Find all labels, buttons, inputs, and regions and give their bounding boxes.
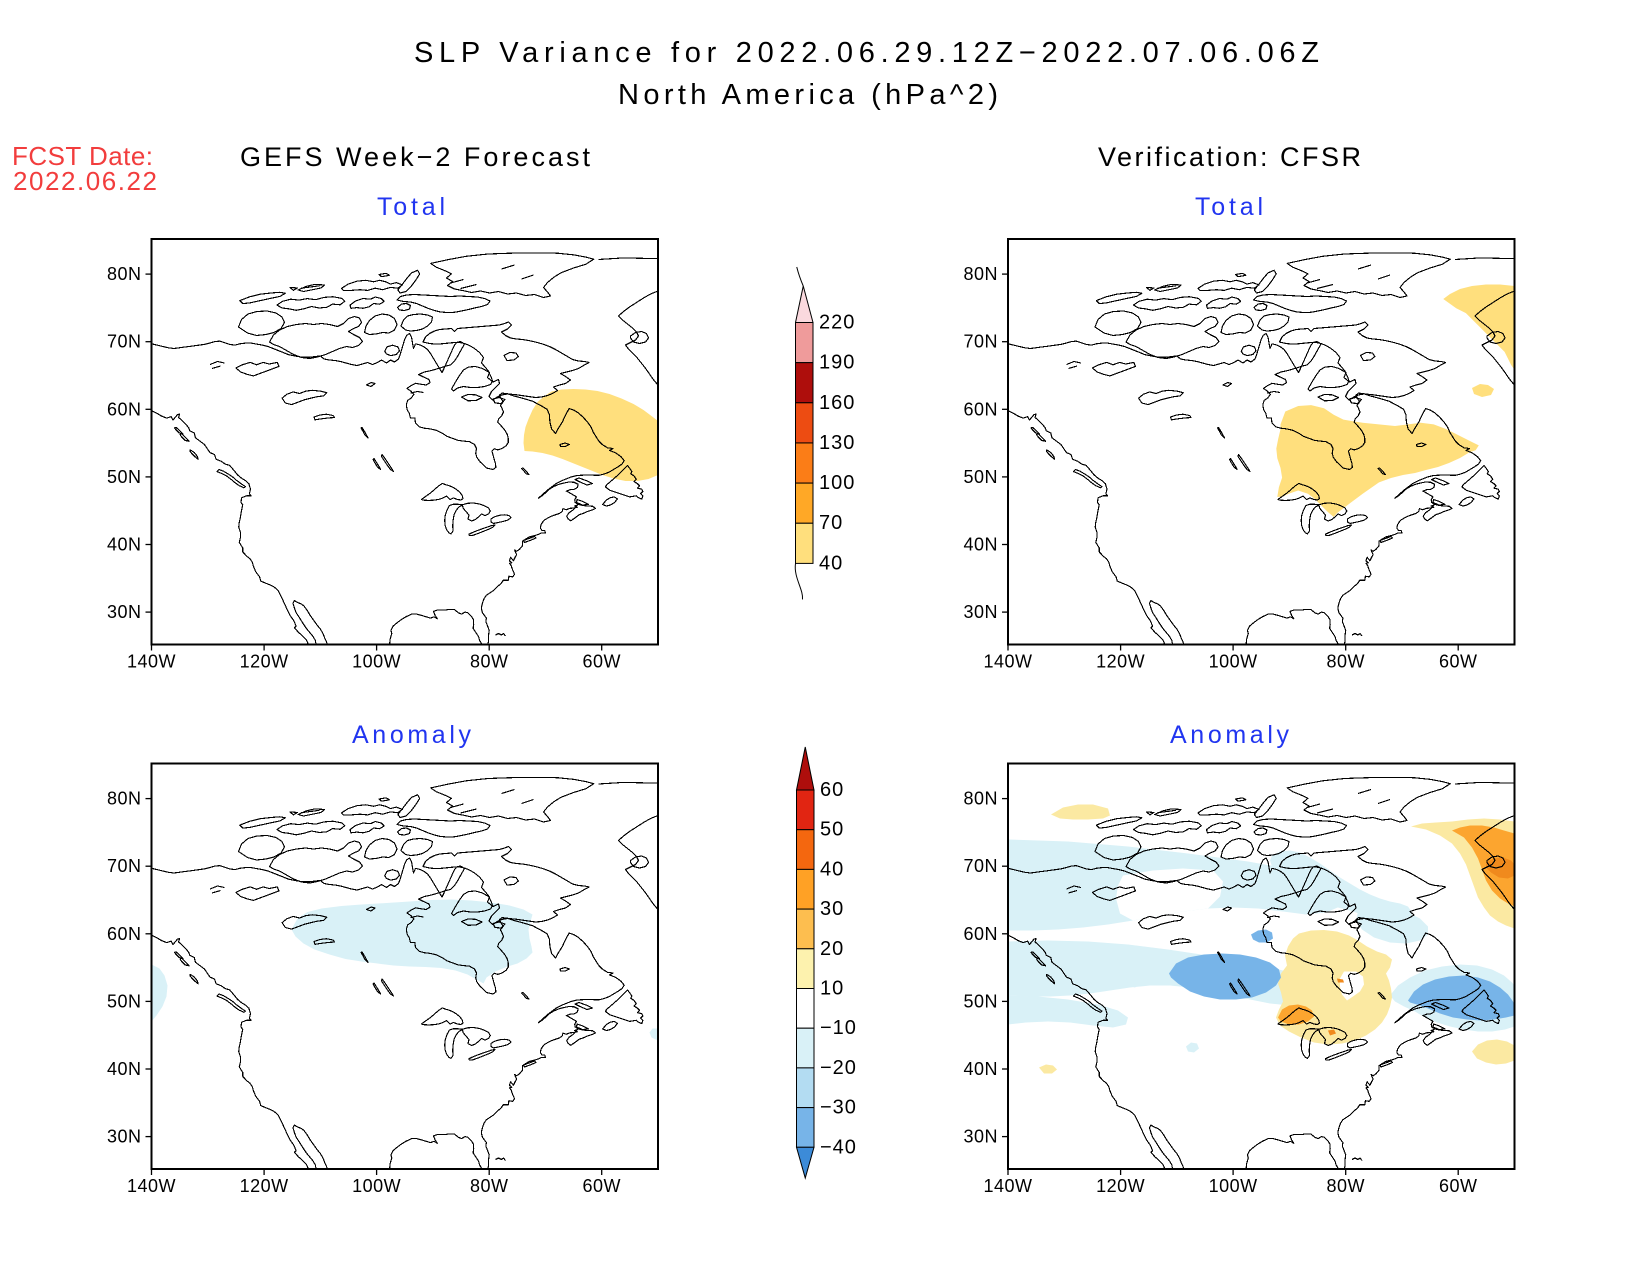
svg-text:60W: 60W [582, 652, 621, 672]
svg-text:70: 70 [819, 512, 843, 534]
svg-text:40N: 40N [963, 1059, 998, 1079]
svg-text:Anomaly: Anomaly [1170, 721, 1290, 749]
svg-text:130: 130 [819, 432, 855, 454]
svg-text:30: 30 [820, 898, 844, 920]
svg-text:100W: 100W [1209, 1176, 1258, 1196]
svg-text:Verification: CFSR: Verification: CFSR [1098, 142, 1361, 172]
svg-text:Total: Total [377, 193, 445, 221]
svg-text:20: 20 [820, 938, 844, 960]
svg-text:FCST Date:: FCST Date: [12, 141, 153, 171]
svg-text:60N: 60N [107, 924, 142, 944]
svg-text:Total: Total [1195, 193, 1263, 221]
svg-text:SLP Variance for 2022.06.29.12: SLP Variance for 2022.06.29.12Z−2022.07.… [414, 37, 1319, 69]
svg-text:−40: −40 [820, 1136, 857, 1158]
svg-text:40N: 40N [963, 535, 998, 555]
svg-text:70N: 70N [107, 332, 142, 352]
svg-text:60: 60 [820, 779, 844, 801]
svg-text:40N: 40N [107, 535, 142, 555]
svg-text:50N: 50N [963, 467, 998, 487]
svg-text:80N: 80N [963, 789, 998, 809]
svg-text:50N: 50N [107, 991, 142, 1011]
svg-text:50: 50 [820, 819, 844, 841]
svg-text:50N: 50N [107, 467, 142, 487]
svg-text:−10: −10 [820, 1017, 857, 1039]
svg-text:80N: 80N [107, 789, 142, 809]
svg-text:70N: 70N [963, 332, 998, 352]
svg-text:−20: −20 [820, 1057, 857, 1079]
svg-text:80W: 80W [470, 1176, 509, 1196]
svg-text:80N: 80N [963, 264, 998, 284]
svg-text:2022.06.22: 2022.06.22 [13, 166, 157, 196]
svg-text:30N: 30N [963, 602, 998, 622]
svg-text:10: 10 [820, 978, 844, 1000]
svg-text:70N: 70N [107, 856, 142, 876]
svg-text:160: 160 [819, 392, 855, 414]
svg-text:120W: 120W [240, 652, 289, 672]
svg-text:80N: 80N [107, 264, 142, 284]
svg-text:120W: 120W [1096, 652, 1145, 672]
svg-text:Anomaly: Anomaly [352, 721, 472, 749]
svg-text:60W: 60W [1439, 652, 1478, 672]
svg-text:140W: 140W [127, 652, 176, 672]
svg-text:40: 40 [819, 552, 843, 574]
svg-text:140W: 140W [983, 1176, 1032, 1196]
svg-text:30N: 30N [107, 1127, 142, 1147]
svg-text:50N: 50N [963, 991, 998, 1011]
svg-text:80W: 80W [470, 652, 509, 672]
svg-text:60N: 60N [107, 399, 142, 419]
svg-text:120W: 120W [240, 1176, 289, 1196]
svg-text:80W: 80W [1326, 652, 1365, 672]
svg-text:−30: −30 [820, 1097, 857, 1119]
svg-text:140W: 140W [983, 652, 1032, 672]
svg-text:190: 190 [819, 352, 855, 374]
svg-text:80W: 80W [1326, 1176, 1365, 1196]
svg-text:30N: 30N [963, 1127, 998, 1147]
svg-text:100W: 100W [1209, 652, 1258, 672]
svg-text:100W: 100W [352, 1176, 401, 1196]
svg-text:60W: 60W [582, 1176, 621, 1196]
svg-text:220: 220 [819, 312, 855, 334]
svg-text:40: 40 [820, 858, 844, 880]
svg-text:60N: 60N [963, 399, 998, 419]
svg-text:60N: 60N [963, 924, 998, 944]
svg-text:120W: 120W [1096, 1176, 1145, 1196]
svg-text:30N: 30N [107, 602, 142, 622]
svg-text:70N: 70N [963, 856, 998, 876]
svg-text:100: 100 [819, 472, 855, 494]
svg-text:40N: 40N [107, 1059, 142, 1079]
svg-text:60W: 60W [1439, 1176, 1478, 1196]
svg-text:100W: 100W [352, 652, 401, 672]
svg-text:North America (hPa^2): North America (hPa^2) [618, 79, 998, 111]
svg-text:140W: 140W [127, 1176, 176, 1196]
